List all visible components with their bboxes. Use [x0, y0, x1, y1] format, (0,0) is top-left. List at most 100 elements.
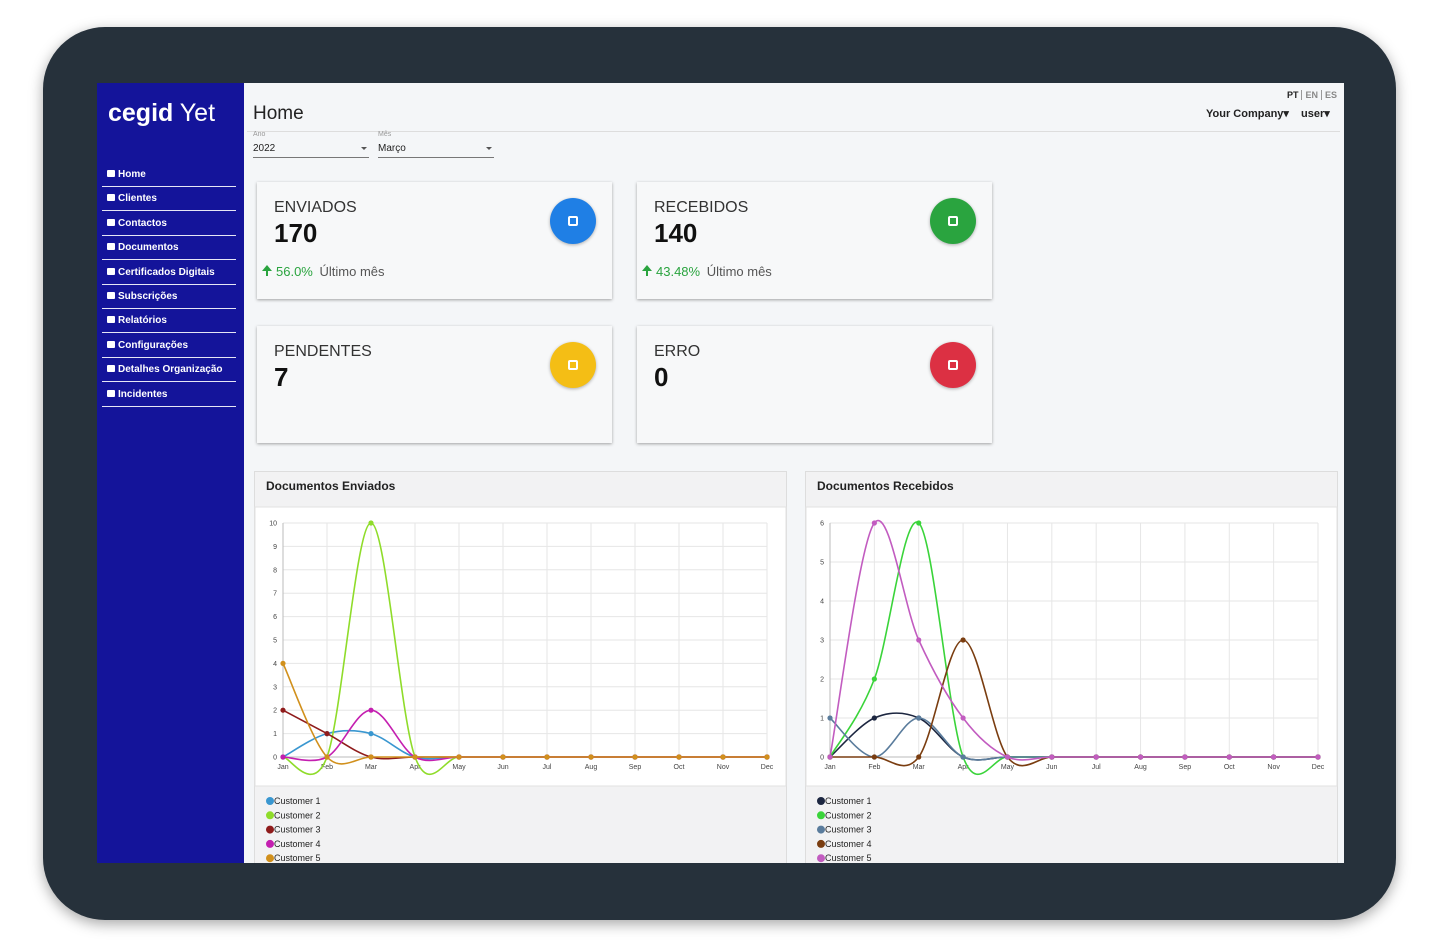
x-tick-label: Aug — [585, 764, 598, 771]
y-tick-label: 5 — [820, 560, 824, 567]
data-point — [544, 754, 550, 760]
nav-item[interactable]: Home — [102, 163, 236, 187]
data-point — [871, 520, 877, 526]
x-tick-label: Mar — [365, 764, 378, 771]
data-point — [500, 754, 506, 760]
data-point — [1137, 754, 1144, 760]
data-point — [324, 754, 330, 760]
x-tick-label: Jan — [824, 764, 835, 771]
data-point — [871, 715, 877, 721]
card-value: 170 — [274, 218, 318, 248]
data-point — [1182, 754, 1188, 760]
y-tick-label: 7 — [273, 591, 277, 598]
card-title: ERRO — [654, 343, 701, 360]
nav-icon — [107, 218, 115, 226]
data-point — [916, 754, 922, 760]
y-tick-label: 2 — [820, 677, 824, 684]
filter-select[interactable]: 2022 — [253, 143, 369, 158]
nav-label[interactable]: Configurações — [118, 339, 189, 351]
plot-bg — [254, 506, 787, 787]
filter-label: Mês — [378, 131, 392, 138]
x-tick-label: Aug — [1134, 764, 1147, 771]
nav-label[interactable]: Incidentes — [118, 388, 168, 400]
x-tick-label: Apr — [410, 764, 422, 771]
x-tick-label: Dec — [761, 764, 774, 771]
data-point — [588, 754, 594, 760]
x-tick-label: Jun — [1046, 764, 1057, 771]
user-menu[interactable]: user▾ — [1301, 108, 1330, 120]
card-period: Último mês — [706, 264, 772, 279]
legend-swatch — [266, 825, 274, 834]
card-icon — [550, 342, 596, 388]
nav-item[interactable]: Detalhes Organização — [102, 358, 236, 383]
language-option[interactable]: EN — [1301, 90, 1321, 100]
filter-value[interactable]: 2022 — [253, 143, 276, 154]
nav-label[interactable]: Detalhes Organização — [118, 364, 223, 376]
language-option[interactable]: ES — [1320, 90, 1340, 100]
card-icon-glyph — [568, 360, 578, 370]
x-tick-label: May — [1001, 764, 1015, 771]
company-menu[interactable]: Your Company▾ — [1206, 108, 1289, 120]
legend-label: Customer 2 — [274, 810, 321, 820]
nav-item[interactable]: Configurações — [102, 334, 236, 358]
x-tick-label: Jan — [277, 764, 288, 771]
nav-label[interactable]: Contactos — [118, 217, 167, 229]
header-divider — [247, 131, 1340, 132]
data-point — [1271, 754, 1277, 760]
nav-item[interactable]: Incidentes — [102, 383, 236, 407]
y-tick-label: 9 — [273, 544, 277, 551]
chart-panel: Documentos Recebidos 0 1 2 3 4 5 6 Jan Feb Mar Apr M… — [805, 471, 1338, 863]
x-tick-label: Jul — [1092, 764, 1101, 771]
chart-title: Documentos Enviados — [266, 479, 396, 493]
stat-card: ERRO 0 — [637, 326, 992, 443]
y-tick-label: 4 — [273, 661, 277, 668]
stat-card: ENVIADOS 170 56.0% Último mês — [257, 182, 612, 299]
stat-card: RECEBIDOS 140 43.48% Último mês — [637, 182, 992, 299]
filter-label: Ano — [253, 131, 266, 138]
data-point — [960, 754, 966, 760]
legend-label: Customer 3 — [274, 825, 321, 835]
y-tick-label: 3 — [273, 684, 277, 691]
nav-label[interactable]: Certificados Digitais — [118, 266, 215, 278]
nav-icon — [107, 243, 115, 251]
legend-label: Customer 1 — [274, 796, 321, 806]
trend-stem — [266, 271, 268, 276]
trend-arrow — [642, 265, 652, 271]
data-point — [368, 754, 374, 760]
y-tick-label: 1 — [820, 716, 824, 723]
y-tick-label: 5 — [273, 638, 277, 645]
x-tick-label: Sep — [629, 764, 642, 771]
nav-item[interactable]: Subscrições — [102, 285, 236, 309]
data-point — [916, 715, 922, 721]
nav-item[interactable]: Documentos — [102, 236, 236, 261]
x-tick-label: Sep — [1179, 764, 1192, 771]
nav-item[interactable]: Contactos — [102, 212, 236, 236]
trend-arrow — [262, 265, 272, 271]
data-point — [871, 676, 877, 682]
nav-item[interactable]: Certificados Digitais — [102, 261, 236, 285]
nav-icon — [107, 170, 115, 177]
nav-item[interactable]: Clientes — [102, 187, 236, 212]
data-point — [324, 731, 330, 737]
x-tick-label: Dec — [1312, 764, 1325, 771]
filter-value[interactable]: Março — [378, 143, 406, 154]
card-icon — [550, 198, 596, 244]
nav-label[interactable]: Home — [118, 169, 146, 180]
nav-label[interactable]: Documentos — [118, 242, 179, 254]
nav-label[interactable]: Subscrições — [118, 291, 178, 302]
card-title: PENDENTES — [274, 343, 372, 360]
language-option[interactable]: PT — [1286, 90, 1299, 100]
legend-label: Customer 2 — [825, 810, 872, 820]
filter-select[interactable]: Março — [378, 143, 494, 158]
y-tick-label: 6 — [273, 614, 277, 621]
nav-item[interactable]: Relatórios — [102, 309, 236, 334]
legend-label: Customer 4 — [825, 839, 872, 849]
nav-label[interactable]: Relatórios — [118, 315, 167, 327]
user-name[interactable]: user — [1301, 108, 1325, 120]
data-point — [764, 754, 770, 760]
data-point — [960, 715, 966, 721]
data-point — [827, 715, 833, 721]
y-tick-label: 10 — [269, 521, 277, 528]
company-name[interactable]: Your Company — [1206, 108, 1284, 120]
nav-label[interactable]: Clientes — [118, 193, 157, 205]
